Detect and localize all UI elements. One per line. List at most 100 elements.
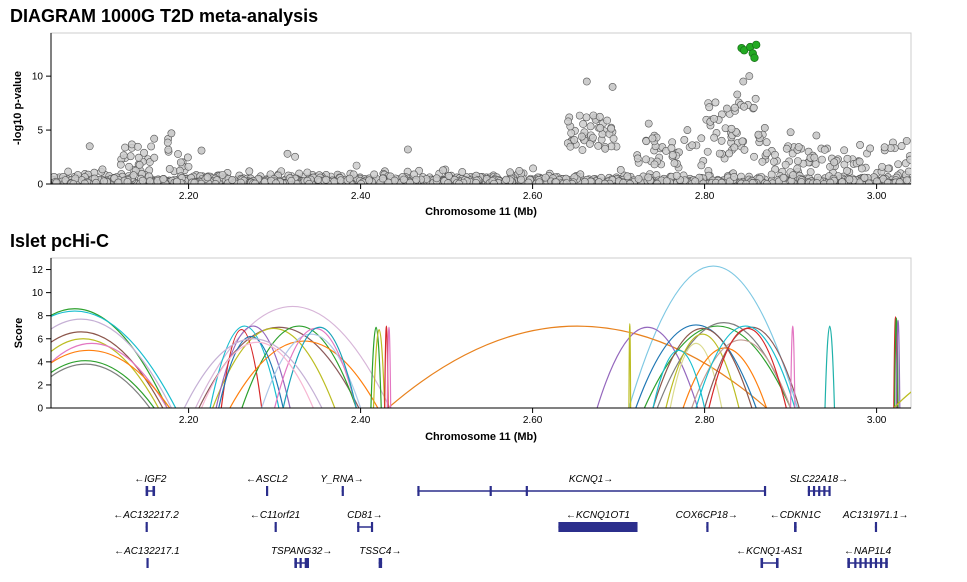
gwas-point: [770, 157, 778, 166]
gwas-point: [603, 116, 612, 125]
hic-arc: [51, 360, 155, 408]
gwas-point: [730, 143, 739, 152]
gwas-point: [577, 132, 586, 141]
gwas-point: [865, 179, 873, 184]
gwas-point: [811, 160, 820, 168]
gwas-point: [644, 173, 653, 182]
hic-x-tick-label: 2.40: [351, 415, 371, 426]
gwas-point: [840, 146, 849, 155]
hic-arc: [183, 338, 323, 408]
gwas-title: DIAGRAM 1000G T2D meta-analysis: [10, 6, 318, 26]
gene-label: ←NAP1L4: [844, 546, 892, 557]
hic-arc: [51, 338, 160, 408]
hic-arc: [893, 391, 911, 408]
gene-exon: [341, 486, 344, 496]
gwas-point: [570, 135, 579, 144]
gwas-point: [820, 145, 829, 154]
gwas-point: [843, 154, 852, 163]
gwas-point: [607, 124, 616, 133]
gwas-point: [575, 111, 584, 120]
gene-kcnq1-as1: ←KCNQ1-AS1: [736, 546, 803, 568]
hic-arc: [212, 328, 336, 408]
gene-nap1l4: ←NAP1L4: [844, 546, 892, 568]
gene-cd81: CD81→: [347, 510, 383, 532]
gwas-point: [399, 175, 408, 184]
gene-exon: [869, 558, 872, 568]
gene-igf2: ←IGF2: [134, 474, 167, 496]
gwas-point: [740, 145, 749, 154]
gwas-point: [444, 179, 452, 184]
gwas-point: [336, 176, 345, 184]
gene-kcnq1ot1: ←KCNQ1OT1: [558, 510, 638, 532]
hic-arc: [628, 265, 799, 408]
hic-arc: [708, 327, 787, 408]
gene-exon: [864, 558, 867, 568]
gwas-point: [810, 153, 819, 162]
hic-arc: [209, 325, 280, 408]
hic-arc: [691, 339, 792, 408]
gwas-point: [197, 146, 206, 155]
hic-arc: [51, 342, 168, 408]
gwas-point: [260, 178, 269, 184]
gwas-point: [758, 157, 767, 166]
gene-ac132217.2: ←AC132217.2: [113, 510, 179, 532]
gwas-point: [134, 153, 143, 162]
gwas-point: [884, 178, 892, 184]
gwas-point: [582, 113, 591, 122]
gwas-point: [190, 178, 199, 184]
gwas-point: [762, 149, 771, 158]
hic-arc: [51, 308, 168, 408]
hic-arc: [790, 325, 796, 408]
gwas-point: [782, 144, 791, 153]
gwas-point: [616, 166, 625, 174]
hic-arcs: [51, 265, 911, 408]
gwas-point: [745, 72, 754, 81]
gwas-point: [670, 159, 679, 168]
gwas-point: [717, 178, 726, 184]
gwas-point: [904, 167, 911, 176]
gene-kcnq1: KCNQ1→: [417, 474, 767, 496]
gwas-point: [894, 160, 903, 169]
gwas-lead-point: [752, 40, 761, 50]
gwas-point: [818, 155, 826, 164]
gwas-point: [167, 129, 176, 138]
gwas-point: [793, 157, 802, 166]
gene-exon: [874, 522, 878, 532]
gene-exon: [304, 558, 309, 568]
gwas-point: [551, 178, 560, 184]
gene-exon: [274, 522, 277, 532]
gene-exon: [807, 486, 810, 496]
gene-label: ←KCNQ1OT1: [566, 510, 630, 521]
gwas-point: [125, 162, 133, 171]
gwas-point: [906, 155, 911, 164]
gwas-point: [506, 168, 514, 177]
gwas-y-tick-label: 10: [32, 72, 44, 83]
gwas-point: [384, 178, 393, 184]
gwas-point: [717, 136, 726, 145]
hic-arc: [665, 333, 740, 408]
hic-y-tick-label: 10: [32, 288, 44, 299]
gwas-point: [697, 134, 706, 143]
gwas-point: [781, 160, 790, 169]
gene-label: ←AC132217.1: [114, 546, 180, 557]
hic-arc: [200, 341, 314, 408]
gene-exon: [823, 486, 826, 496]
gwas-point: [762, 138, 771, 147]
gwas-point: [767, 170, 776, 179]
gwas-point: [535, 178, 544, 184]
gwas-point: [582, 77, 591, 86]
gwas-point: [147, 142, 156, 151]
hic-x-tick-label: 2.60: [523, 415, 543, 426]
gene-exon: [145, 486, 149, 496]
hic-y-tick-label: 4: [37, 357, 43, 368]
gwas-point: [715, 149, 724, 158]
gwas-point: [786, 128, 795, 137]
gwas-point: [880, 143, 889, 152]
gwas-point: [116, 160, 125, 169]
hic-y-axis-label: Score: [13, 318, 25, 349]
gwas-point: [826, 178, 835, 184]
gwas-point: [159, 175, 168, 183]
gwas-point: [586, 122, 595, 131]
gwas-point: [114, 178, 123, 184]
gwas-y-axis-label: -log10 p-value: [12, 71, 24, 145]
